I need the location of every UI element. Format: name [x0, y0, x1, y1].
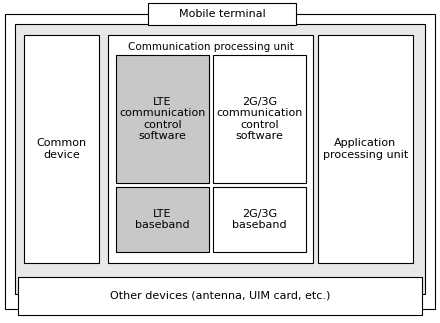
Bar	[213, 187, 306, 252]
Text: Common
device: Common device	[37, 138, 87, 160]
Text: LTE
communication
control
software: LTE communication control software	[119, 97, 205, 141]
Bar	[15, 24, 425, 294]
Bar	[318, 35, 413, 263]
Bar	[116, 55, 209, 183]
Text: Application
processing unit: Application processing unit	[323, 138, 408, 160]
Bar	[213, 55, 306, 183]
Bar	[24, 35, 99, 263]
Text: 2G/3G
communication
control
software: 2G/3G communication control software	[216, 97, 303, 141]
Text: Communication processing unit: Communication processing unit	[128, 42, 293, 52]
Bar	[116, 187, 209, 252]
Bar	[148, 3, 296, 25]
Text: LTE
baseband: LTE baseband	[135, 209, 190, 230]
Text: 2G/3G
baseband: 2G/3G baseband	[232, 209, 287, 230]
Bar	[18, 277, 422, 315]
Text: Other devices (antenna, UIM card, etc.): Other devices (antenna, UIM card, etc.)	[110, 291, 330, 301]
Text: Mobile terminal: Mobile terminal	[179, 9, 265, 19]
Bar	[108, 35, 313, 263]
